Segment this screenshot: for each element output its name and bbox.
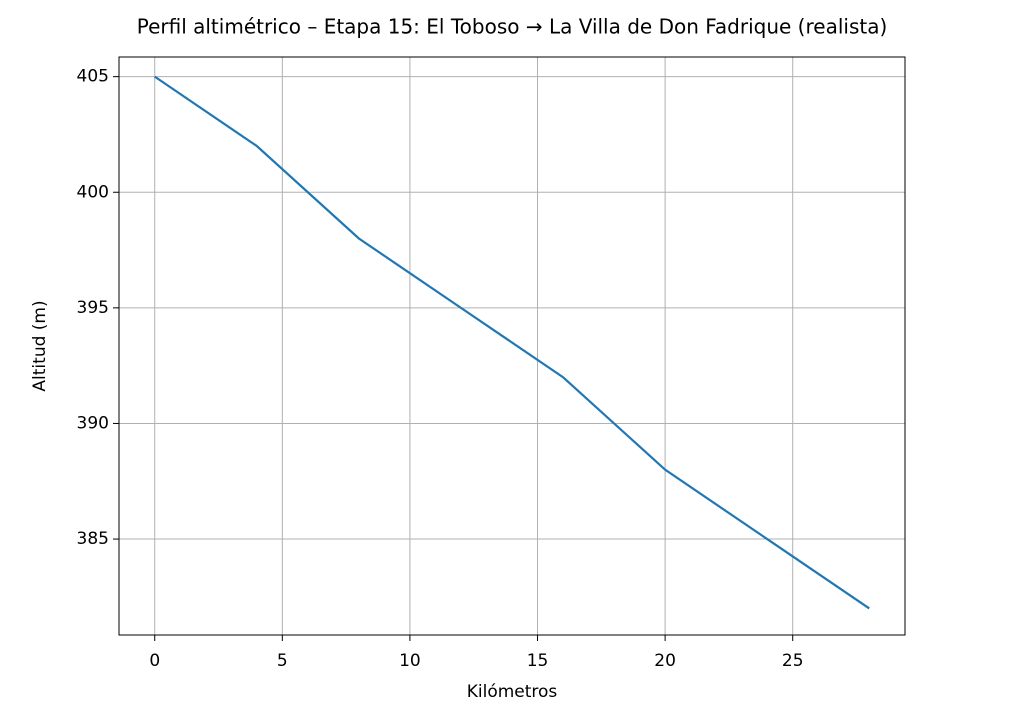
data-line — [154, 75, 870, 610]
y-tick-label: 395 — [77, 298, 109, 318]
x-tick-label: 10 — [399, 651, 421, 671]
plot-frame — [118, 56, 906, 636]
y-axis-label: Altitud (m) — [30, 300, 50, 391]
y-tick-label: 400 — [77, 182, 109, 202]
x-tick-label: 5 — [277, 651, 288, 671]
y-tick-label: 390 — [77, 413, 109, 433]
x-tick-label: 25 — [782, 651, 804, 671]
chart-title: Perfil altimétrico – Etapa 15: El Toboso… — [137, 15, 888, 39]
x-tick-label: 15 — [527, 651, 549, 671]
y-tick-label: 385 — [77, 529, 109, 549]
x-tick-label: 0 — [149, 651, 160, 671]
y-tick-label: 405 — [77, 67, 109, 87]
x-tick-label: 20 — [654, 651, 676, 671]
x-axis-label: Kilómetros — [467, 682, 558, 702]
